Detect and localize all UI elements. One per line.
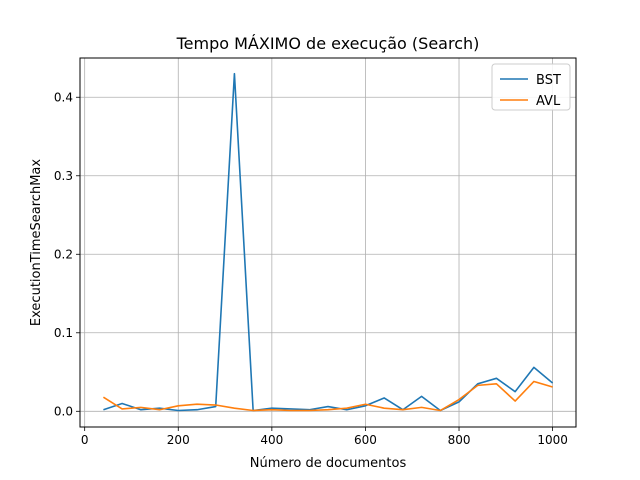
legend-label-avl: AVL [536, 94, 561, 109]
series-line-avl [102, 380, 553, 412]
legend: BST AVL [491, 63, 571, 111]
x-tick-label: 0 [81, 433, 89, 447]
x-tick-label: 200 [167, 433, 190, 447]
x-tick-label: 800 [448, 433, 471, 447]
series-line-bst [103, 72, 554, 412]
x-tick-label: 1000 [537, 433, 568, 447]
x-tick-label: 400 [260, 433, 283, 447]
y-tick-label: 0.3 [54, 169, 73, 183]
axis-ticks: 0 200 400 600 800 1000 0.0 0.1 0.2 0.3 0.4 [54, 90, 568, 447]
y-tick-label: 0.4 [54, 90, 73, 104]
y-tick-label: 0.0 [54, 404, 73, 418]
y-tick-label: 0.1 [54, 326, 73, 340]
series-lines [102, 72, 554, 412]
y-axis-label: ExecutionTimeSearchMax [29, 159, 44, 326]
legend-label-bst: BST [536, 73, 561, 88]
legend-box [491, 63, 571, 111]
plot-frame [79, 57, 577, 428]
x-tick-label: 600 [354, 433, 377, 447]
chart-title: Tempo MÁXIMO de execução (Search) [176, 34, 480, 53]
y-tick-label: 0.2 [54, 247, 73, 261]
x-axis-label: Número de documentos [250, 456, 407, 471]
